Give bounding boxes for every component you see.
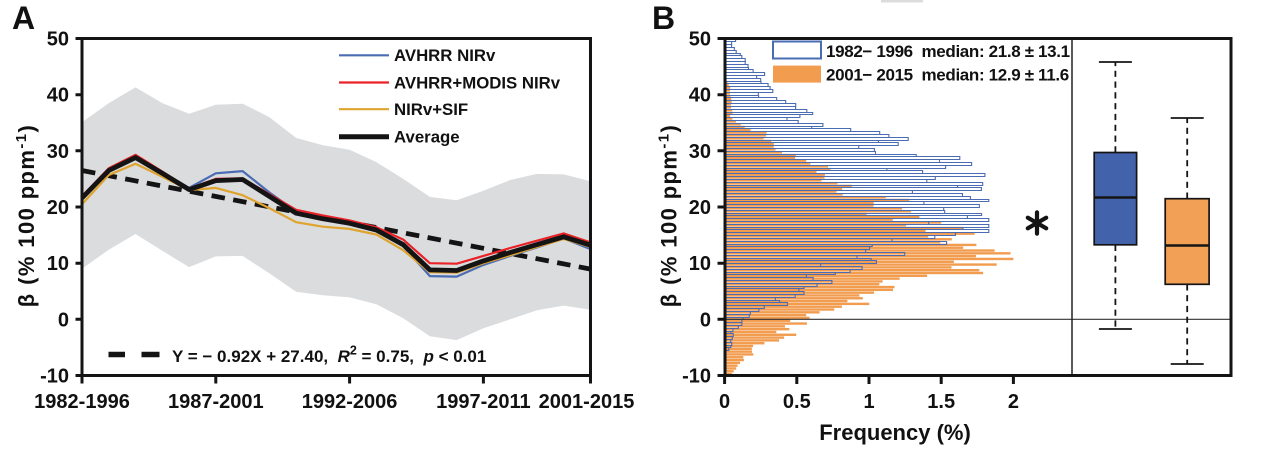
svg-text:1997-2011: 1997-2011: [436, 391, 531, 413]
svg-text:30: 30: [689, 141, 711, 163]
svg-text:20: 20: [689, 197, 711, 219]
svg-text:AVHRR+MODIS NIRv: AVHRR+MODIS NIRv: [394, 73, 561, 92]
svg-text:0: 0: [700, 309, 711, 331]
svg-text:Average: Average: [394, 128, 460, 147]
svg-text:Y = − 0.92X + 27.40, R2 = 0.7: Y = − 0.92X + 27.40, R2 = 0.75, p < 0.01: [172, 344, 486, 367]
svg-text:AVHRR NIRv: AVHRR NIRv: [394, 46, 496, 65]
svg-text:β (% 100 ppm-1): β (% 100 ppm-1): [13, 124, 39, 307]
svg-text:β (% 100 ppm-1): β (% 100 ppm-1): [656, 124, 682, 307]
svg-text:0.5: 0.5: [783, 391, 811, 413]
svg-text:NIRv+SIF: NIRv+SIF: [394, 100, 468, 119]
svg-text:B: B: [652, 0, 675, 36]
svg-text:1982− 1996 median: 21.8 ± 13.: 1982− 1996 median: 21.8 ± 13.1: [826, 42, 1070, 61]
svg-text:40: 40: [47, 85, 69, 107]
svg-text:1.5: 1.5: [927, 391, 955, 413]
svg-text:50: 50: [47, 29, 69, 51]
svg-text:0: 0: [719, 391, 730, 413]
svg-text:2001-2015: 2001-2015: [539, 391, 635, 413]
svg-text:Frequency (%): Frequency (%): [819, 420, 971, 445]
svg-text:0: 0: [58, 309, 69, 331]
svg-text:2: 2: [1008, 391, 1019, 413]
svg-text:2001− 2015 median: 12.9 ± 11.: 2001− 2015 median: 12.9 ± 11.6: [826, 66, 1069, 85]
svg-text:1982-1996: 1982-1996: [34, 391, 130, 413]
svg-text:30: 30: [47, 141, 69, 163]
svg-text:1987-2001: 1987-2001: [168, 391, 264, 413]
svg-text:20: 20: [47, 197, 69, 219]
svg-text:-10: -10: [682, 366, 711, 388]
svg-text:10: 10: [689, 253, 711, 275]
svg-text:10: 10: [47, 253, 69, 275]
svg-text:1: 1: [863, 391, 874, 413]
svg-text:A: A: [12, 0, 35, 36]
svg-text:50: 50: [689, 29, 711, 51]
svg-text:40: 40: [689, 85, 711, 107]
svg-text:-10: -10: [40, 366, 69, 388]
svg-text:1992-2006: 1992-2006: [302, 391, 398, 413]
